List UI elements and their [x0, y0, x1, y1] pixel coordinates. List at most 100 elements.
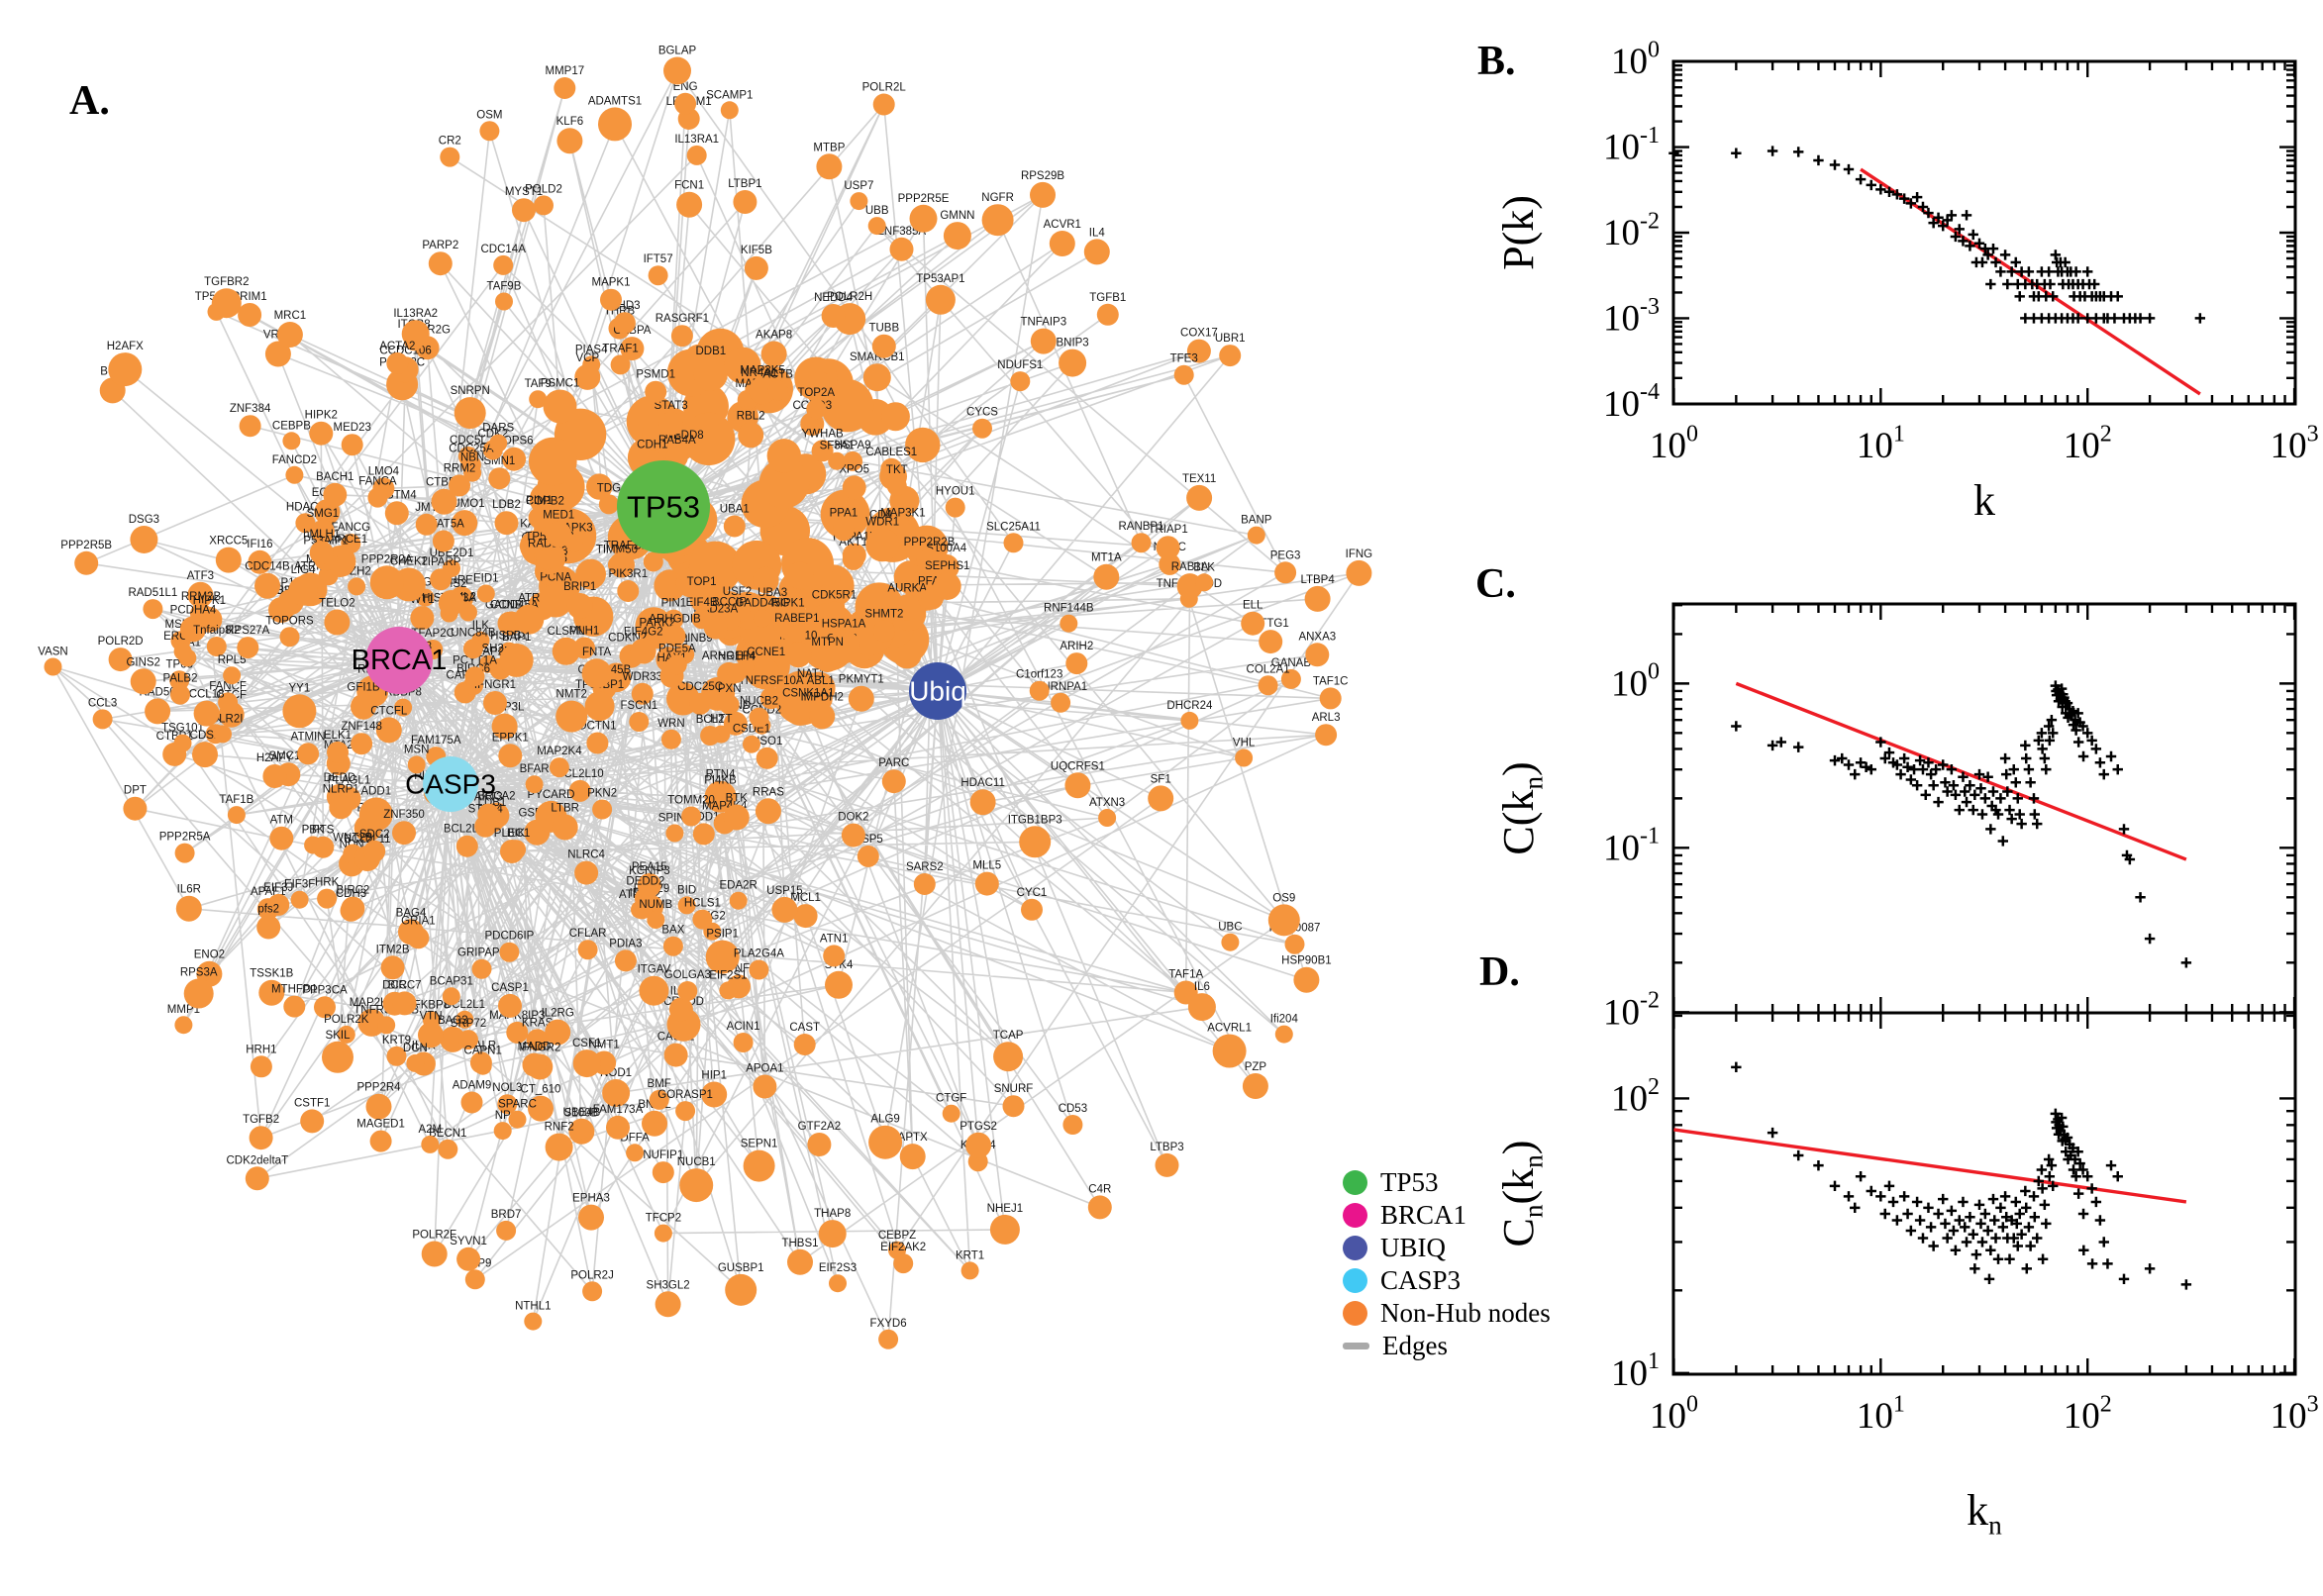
network-node-label: AKT3 [474, 792, 503, 804]
network-node-label: LDB2 [492, 499, 521, 511]
network-node [848, 685, 874, 712]
network-node-label: TRAF2 [604, 541, 640, 552]
network-node [643, 551, 663, 572]
network-node-label: PIN1 [661, 598, 687, 610]
network-node [496, 1220, 517, 1241]
network-node [392, 821, 416, 846]
network-node-label: FANCD2 [272, 454, 317, 466]
panel-label-c: C. [1475, 561, 1516, 607]
fit-line [1673, 1128, 2187, 1204]
network-node [613, 312, 636, 335]
network-node [767, 380, 788, 401]
network-node-label: SEPN1 [741, 1139, 778, 1150]
network-node [723, 804, 750, 831]
network-node [841, 823, 865, 848]
network-node-label: EIF3J [263, 882, 293, 894]
network-node-label: PLEC1 [494, 828, 530, 840]
network-node [945, 497, 965, 518]
network-node-label: GINS2 [126, 656, 160, 668]
network-node-label: MTHFD1 [271, 984, 318, 996]
network-node-label: FSCN1 [620, 700, 657, 712]
network-node [1030, 328, 1057, 354]
network-node [631, 682, 654, 705]
network-node [729, 891, 748, 910]
x-tick-label: 100 [1650, 1391, 1698, 1437]
network-node-label: COPB2 [526, 495, 564, 507]
network-node-label: HIP1 [701, 1070, 727, 1082]
network-node [440, 1026, 466, 1052]
network-node [663, 609, 684, 630]
network-node [652, 1161, 674, 1184]
network-node-label: TIPARP [421, 556, 461, 568]
network-node-label: GUSBP1 [718, 1262, 764, 1274]
network-node [401, 320, 430, 349]
network-node [477, 803, 500, 826]
core-cluster-node [586, 473, 613, 500]
network-node-label: CCL18 [189, 689, 225, 701]
network-node [842, 475, 866, 500]
network-node [681, 806, 702, 827]
network-node [1173, 364, 1194, 385]
network-node [663, 56, 691, 85]
core-cluster-node [758, 457, 810, 509]
network-node [1010, 371, 1031, 392]
network-node [989, 1214, 1020, 1245]
network-node-label: BAX [661, 925, 684, 937]
network-node [1049, 231, 1075, 256]
network-node-label: NGFR [981, 192, 1014, 204]
network-node-label: CABLES1 [865, 447, 917, 458]
network-node [483, 691, 507, 715]
network-node-label: HSP90B1 [1281, 955, 1332, 967]
network-node [256, 915, 281, 940]
network-node-label: DEDD [324, 772, 356, 784]
network-node-label: H2AFY [256, 752, 293, 764]
network-node [491, 713, 518, 740]
network-node-label: NLRP1 [323, 783, 359, 795]
y-axis-title-d: Cn(kn) [1494, 1141, 1549, 1247]
network-node [173, 643, 192, 661]
network-node [889, 237, 914, 261]
network-node [1019, 826, 1052, 858]
network-node-label: NAT1 [797, 668, 826, 680]
core-cluster-node [575, 558, 606, 590]
nonhub-dot-icon [1343, 1301, 1367, 1326]
network-node-label: RNF144B [1044, 603, 1094, 615]
network-node-label: APOA1 [746, 1063, 783, 1075]
network-node [428, 251, 453, 276]
network-node [1346, 559, 1372, 586]
network-node-label: NUCB2 [740, 696, 778, 708]
y-tick-label: 100 [1611, 38, 1660, 83]
network-node-label: CDK2deltaT [226, 1154, 288, 1166]
network-node [1241, 611, 1265, 636]
network-node [654, 1224, 672, 1243]
network-node [582, 1281, 603, 1302]
network-node-label: BTK [726, 793, 749, 805]
network-node-label: TELO2 [319, 598, 354, 610]
network-node [476, 584, 495, 603]
network-node [187, 581, 214, 608]
network-node-label: ADAM9 [453, 1080, 492, 1092]
network-node-label: UQCRFS1 [1051, 760, 1105, 772]
network-node-label: CHEK2 [390, 555, 428, 567]
network-node-label: MAPK1 [592, 277, 631, 289]
network-node [479, 121, 500, 142]
network-node-label: PPP3CA [302, 984, 348, 996]
network-node [1096, 303, 1119, 326]
network-node [239, 415, 261, 438]
network-node-label: IL4 [1089, 227, 1106, 239]
network-node-label: EIF2S1 [709, 969, 747, 981]
network-node-label: FANCA [358, 476, 397, 488]
network-node-label: ABL1 [807, 675, 835, 687]
network-node-label: TOMM20 [667, 795, 715, 807]
network-node [1258, 675, 1278, 696]
network-node [526, 1029, 549, 1051]
network-node [981, 204, 1014, 237]
legend-label: UBIQ [1380, 1233, 1446, 1262]
network-node [169, 670, 190, 691]
network-node-label: RRAS [753, 786, 784, 798]
network-node-label: DFFA [620, 1132, 650, 1144]
x-tick-label: 102 [2064, 421, 2112, 466]
network-node [545, 1019, 571, 1046]
network-node-label: IFNGR2 [519, 1043, 560, 1054]
network-node-label: TAF1B [219, 794, 253, 806]
